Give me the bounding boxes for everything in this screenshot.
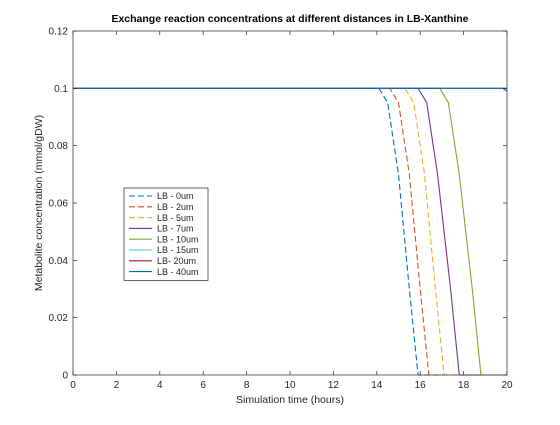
legend-label: LB - 40um	[157, 267, 199, 277]
x-tick-label: 20	[501, 380, 513, 391]
legend-label: LB - 0um	[157, 191, 194, 201]
y-tick-label: 0.04	[49, 256, 69, 267]
y-axis-label: Metabolite concentration (mmol/gDW)	[33, 115, 45, 291]
y-tick-label: 0.06	[49, 199, 69, 210]
legend-label: LB - 10um	[157, 234, 199, 244]
legend-label: LB - 15um	[157, 245, 199, 255]
legend-label: LB - 2um	[157, 202, 194, 212]
y-tick-label: 0.08	[49, 141, 69, 152]
x-tick-label: 16	[415, 380, 427, 391]
x-tick-label: 14	[371, 380, 383, 391]
x-tick-label: 6	[200, 380, 206, 391]
x-axis-label: Simulation time (hours)	[236, 394, 344, 406]
x-tick-label: 10	[284, 380, 296, 391]
y-tick-label: 0.12	[49, 27, 69, 38]
x-axis-ticks: 0 2 4 6 8 10 12 14 16 18 20	[70, 31, 513, 391]
legend-label: LB - 7um	[157, 224, 194, 234]
y-axis-ticks: 0 0.02 0.04 0.06 0.08 0.1 0.12	[49, 27, 507, 382]
x-tick-label: 8	[244, 380, 250, 391]
chart-title: Exchange reaction concentrations at diff…	[111, 13, 468, 25]
y-tick-label: 0	[62, 371, 68, 382]
x-tick-label: 0	[70, 380, 76, 391]
x-tick-label: 18	[458, 380, 470, 391]
x-tick-label: 2	[114, 380, 120, 391]
series-line-lb-40um	[73, 87, 508, 92]
x-tick-label: 4	[157, 380, 163, 391]
legend-label: LB - 5um	[157, 213, 194, 223]
legend-label: LB- 20um	[157, 256, 196, 266]
legend-box	[123, 187, 209, 281]
x-tick-label: 12	[328, 380, 340, 391]
y-tick-label: 0.1	[54, 84, 68, 95]
y-tick-label: 0.02	[49, 313, 69, 324]
